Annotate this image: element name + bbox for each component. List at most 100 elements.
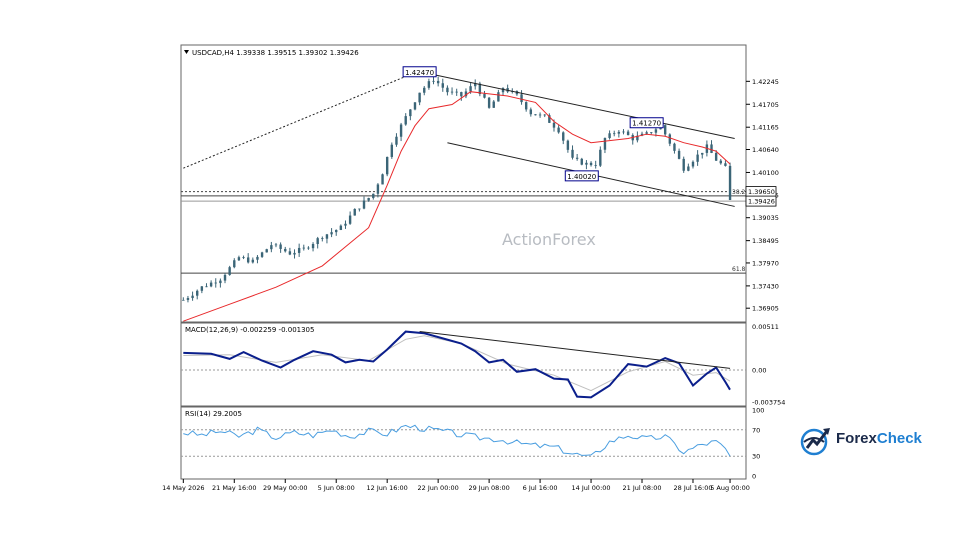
candle-body — [677, 150, 681, 159]
candle-body — [492, 101, 495, 108]
x-tick-label: 28 Jul 16:00 — [673, 484, 712, 492]
candle-body — [566, 140, 570, 150]
candle-body — [520, 94, 523, 103]
candle-body — [613, 133, 616, 135]
candle-body — [469, 86, 472, 92]
candle-body — [728, 165, 732, 200]
candle-body — [710, 144, 713, 153]
candle-body — [650, 132, 653, 134]
candle-body — [311, 244, 315, 249]
candle-body — [636, 135, 639, 141]
candle-body — [246, 257, 250, 263]
candle-body — [196, 290, 199, 296]
candle-body — [455, 91, 458, 93]
rsi-panel — [180, 406, 747, 480]
candle-body — [432, 80, 435, 82]
candle-body — [617, 131, 621, 134]
x-tick-label: 12 Jun 16:00 — [367, 484, 408, 492]
candle-body — [321, 238, 324, 239]
candle-body — [251, 259, 255, 263]
candle-body — [297, 247, 301, 253]
candle-body — [256, 256, 259, 260]
candle-body — [330, 232, 333, 235]
candle-body — [404, 116, 407, 125]
y-tick-label: 1.37430 — [752, 282, 779, 290]
candle-body — [460, 92, 463, 97]
macd-label: MACD(12,26,9) -0.002259 -0.001305 — [185, 326, 314, 334]
candle-body — [608, 133, 611, 139]
candle-body — [219, 280, 222, 284]
candle-body — [274, 244, 278, 246]
macd-panel — [180, 322, 747, 407]
candle-body — [687, 166, 690, 171]
y-tick-label: 1.39035 — [752, 214, 779, 222]
candle-body — [464, 91, 468, 97]
x-tick-label: 14 Jul 00:00 — [572, 484, 611, 492]
price-label: 1.42470 — [405, 69, 434, 77]
candle-body — [548, 115, 551, 123]
fib-label: 38.2 — [732, 189, 746, 196]
candle-body — [302, 247, 305, 249]
candle-body — [279, 244, 282, 249]
macd-tick-label: 0.00511 — [752, 323, 779, 331]
candle-body — [423, 87, 426, 93]
collapse-arrow-icon[interactable] — [184, 50, 189, 54]
candle-body — [237, 257, 241, 261]
candle-body — [557, 127, 560, 133]
price-label-box — [629, 117, 664, 129]
price-label: 1.41270 — [632, 120, 661, 128]
y-tick-label: 1.42245 — [752, 78, 779, 86]
candle-body — [265, 249, 268, 253]
candle-body — [228, 267, 231, 275]
candle-body — [585, 162, 588, 165]
watermark: ActionForex — [502, 230, 596, 249]
rsi-tick-label: 70 — [752, 426, 760, 434]
candle-body — [543, 114, 546, 116]
candle-body — [552, 122, 556, 128]
y-tick-label: 1.36905 — [752, 305, 779, 313]
candle-body — [691, 161, 695, 167]
candle-body — [626, 131, 630, 136]
macd-tick-label: 0.00 — [752, 367, 766, 375]
candle-body — [358, 208, 361, 210]
candle-body — [209, 282, 213, 287]
candle-body — [307, 247, 310, 249]
price-label: 1.40020 — [567, 173, 596, 181]
trend-line — [183, 72, 416, 169]
candle-body — [353, 209, 356, 216]
candle-body — [562, 132, 565, 141]
candle-body — [223, 274, 227, 281]
candle-body — [409, 109, 412, 117]
candle-body — [599, 149, 602, 166]
x-tick-label: 21 May 16:00 — [212, 484, 257, 492]
price-label-box — [402, 66, 437, 78]
candle-body — [335, 229, 338, 233]
fib-label: 61.8 — [732, 266, 746, 273]
candle-body — [501, 88, 505, 93]
current-price-tag — [745, 195, 777, 207]
x-tick-label: 6 Jul 16:00 — [523, 484, 558, 492]
candle-body — [390, 144, 394, 157]
candle-body — [200, 286, 204, 291]
candle-body — [441, 83, 444, 88]
brand-logo: ForexCheck — [798, 425, 928, 457]
candle-body — [381, 174, 384, 185]
candle-body — [191, 295, 194, 299]
rsi-tick-label: 30 — [752, 453, 760, 461]
candle-body — [580, 158, 583, 165]
chart-title: USDCAD,H4 1.39338 1.39515 1.39302 1.3942… — [192, 49, 359, 57]
candle-body — [673, 143, 676, 151]
candle-body — [594, 165, 597, 166]
y-tick-label: 1.41705 — [752, 101, 779, 109]
candle-body — [233, 260, 236, 268]
x-tick-label: 14 May 2026 — [162, 484, 204, 492]
candle-body — [367, 197, 370, 201]
rsi-tick-label: 100 — [752, 407, 764, 415]
rsi-line — [183, 424, 731, 457]
price-label-box — [564, 170, 599, 182]
candle-body — [719, 160, 722, 164]
candle-body — [186, 298, 190, 300]
candle-body — [427, 81, 431, 88]
candle-body — [696, 154, 699, 162]
